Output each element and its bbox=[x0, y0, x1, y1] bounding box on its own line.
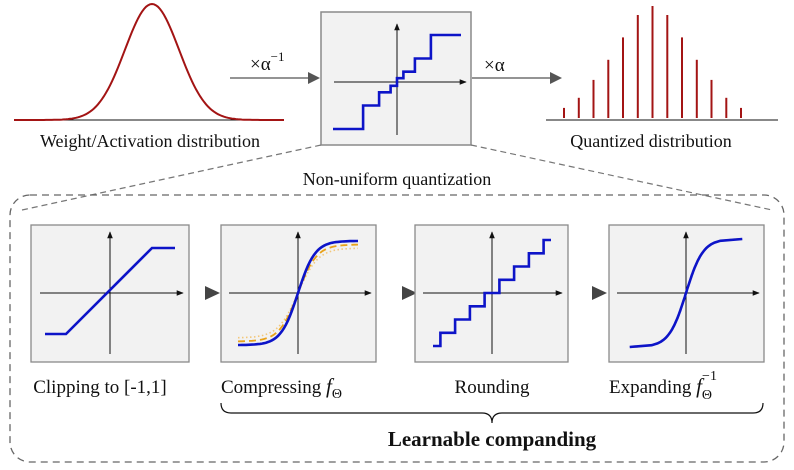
rounding-staircase bbox=[433, 238, 551, 348]
clipping-label: Clipping to [-1,1] bbox=[33, 377, 167, 398]
compressing-panel bbox=[220, 224, 377, 363]
rounding-panel bbox=[414, 224, 569, 363]
step-arrow-2-icon bbox=[402, 286, 417, 300]
zoom-guide-right bbox=[470, 144, 773, 211]
weight-distribution-plot bbox=[14, 2, 284, 121]
quantized-distribution-plot bbox=[546, 6, 778, 121]
nonuniform-staircase-curve bbox=[333, 33, 461, 131]
quantizer-box bbox=[320, 11, 472, 146]
compressing-curve-dotted bbox=[238, 247, 358, 339]
arrow-head-icon bbox=[550, 72, 562, 84]
clipping-curve bbox=[45, 246, 175, 336]
zoom-guide-left bbox=[21, 144, 322, 211]
learnable-companding-label: Learnable companding bbox=[388, 427, 597, 451]
compressing-curve bbox=[238, 239, 358, 347]
compressing-label: Compressing fΘ bbox=[221, 374, 342, 402]
rounding-label: Rounding bbox=[455, 377, 530, 398]
scale-in-arrow bbox=[230, 72, 320, 84]
scale-out-arrow bbox=[472, 72, 562, 84]
arrow-head-icon bbox=[308, 72, 320, 84]
expanding-label: Expanding fΘ−1 bbox=[609, 369, 717, 403]
gaussian-curve bbox=[14, 2, 284, 121]
scale-in-label: ×α−1 bbox=[250, 49, 285, 75]
clipping-panel bbox=[30, 224, 190, 363]
scale-out-label: ×α bbox=[484, 55, 505, 76]
expanding-curve bbox=[629, 237, 743, 349]
step-arrow-3-icon bbox=[592, 286, 607, 300]
weight-distribution-label: Weight/Activation distribution bbox=[40, 131, 260, 151]
quantized-distribution-label: Quantized distribution bbox=[570, 131, 731, 151]
expanding-panel bbox=[608, 224, 765, 363]
companding-brace bbox=[220, 402, 764, 424]
companding-container bbox=[9, 194, 785, 463]
step-arrow-1-icon bbox=[205, 286, 220, 300]
nonuniform-quantization-label: Non-uniform quantization bbox=[303, 169, 491, 189]
